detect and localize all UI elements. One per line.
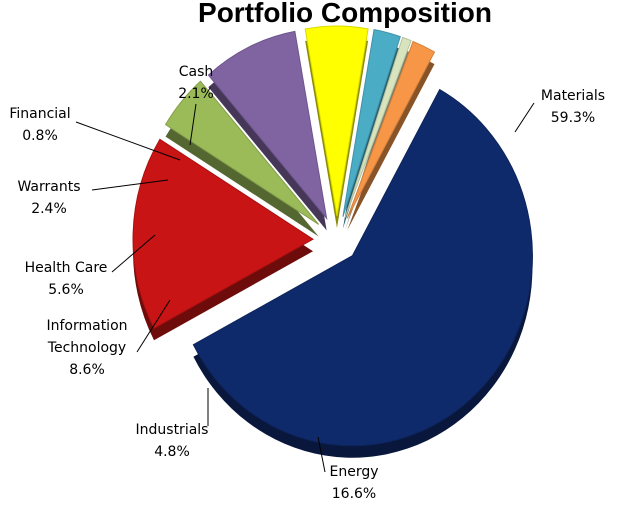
pie-slice-cash [346, 40, 436, 231]
slice-label: Industrials 4.8% [136, 422, 209, 460]
leader-line [514, 102, 535, 133]
leader-line [111, 234, 156, 273]
slice-label: Information Technology 8.6% [46, 318, 127, 378]
slice-label: Health Care 5.6% [25, 260, 108, 298]
leader-line [136, 299, 171, 353]
pie-slice-health-care [304, 25, 369, 229]
leader-line [317, 436, 326, 473]
leader-line [75, 121, 181, 161]
pie-slice-industrials [164, 80, 320, 237]
leader-line [91, 179, 169, 191]
slice-label: Cash 2.1% [178, 64, 214, 102]
slice-label: Materials 59.3% [541, 88, 605, 126]
slice-label: Financial 0.8% [9, 106, 70, 144]
pie-slice-information-technology [207, 30, 328, 231]
leader-line [189, 103, 197, 146]
chart-title: Portfolio Composition [198, 0, 492, 28]
pie-slice-materials [192, 88, 533, 458]
slice-label: Warrants 2.4% [17, 179, 80, 217]
slice-label: Energy 16.6% [329, 464, 378, 502]
pie-slice-energy [132, 138, 314, 341]
